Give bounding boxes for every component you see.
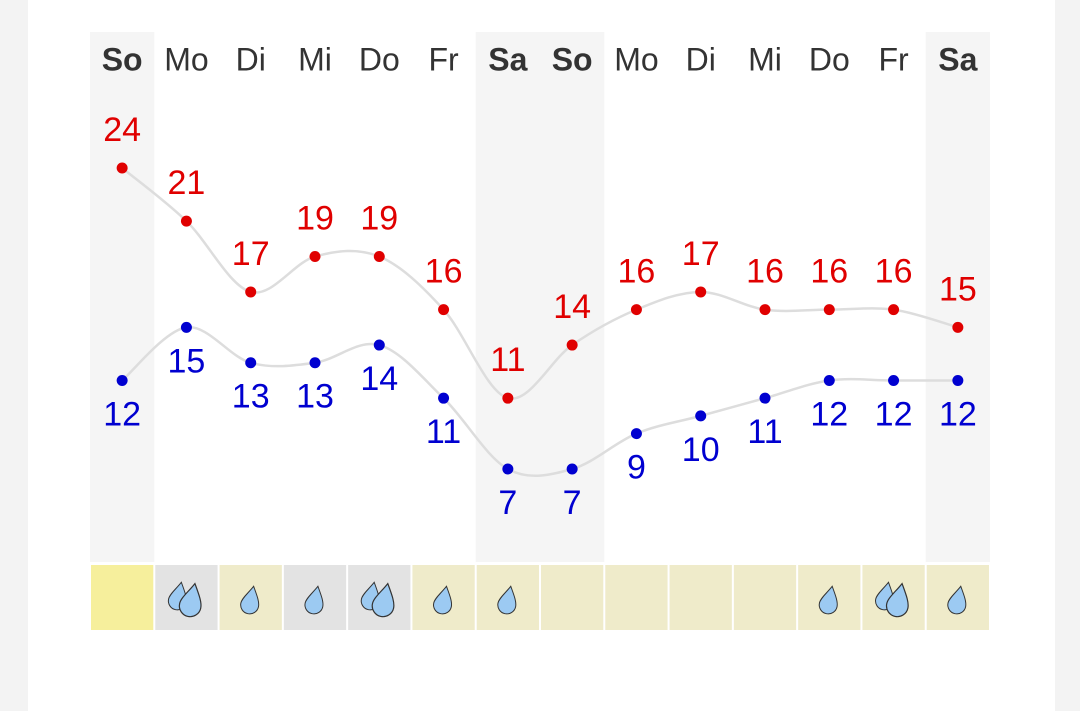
day-label: Sa [938, 41, 977, 77]
temperature-label: 17 [682, 235, 720, 273]
temperature-point [695, 286, 707, 298]
day-label: Di [236, 41, 266, 77]
rain-cell [541, 565, 604, 630]
temperature-point [759, 304, 771, 316]
temperature-label: 15 [168, 342, 206, 380]
temperature-point [952, 321, 964, 333]
temperature-point [245, 357, 257, 369]
day-label: Mi [748, 41, 782, 77]
temperature-point [502, 463, 514, 475]
temperature-point [695, 410, 707, 422]
temperature-label: 12 [939, 395, 977, 433]
temperature-label: 7 [498, 484, 517, 522]
temperature-label: 16 [425, 253, 463, 291]
day-label: Mi [298, 41, 332, 77]
temperature-point [180, 321, 192, 333]
temperature-point [438, 392, 450, 404]
temperature-point [116, 374, 128, 386]
temperature-label: 19 [296, 200, 334, 238]
temperature-point [952, 374, 964, 386]
rain-drop [947, 585, 967, 615]
temperature-label: 9 [627, 449, 646, 487]
temperature-label: 11 [490, 341, 525, 379]
temperature-point [888, 304, 900, 316]
day-label: Fr [428, 41, 459, 77]
temperature-label: 11 [747, 413, 782, 451]
temperature-point [759, 392, 771, 404]
day-label: So [102, 41, 143, 77]
temperature-point [630, 428, 642, 440]
temperature-point [823, 374, 835, 386]
rain-cell [733, 565, 797, 630]
temperature-label: 14 [360, 360, 398, 398]
temperature-label: 17 [232, 235, 270, 273]
rain-cell [605, 565, 668, 630]
temperature-label: 11 [426, 413, 461, 451]
temperature-label: 16 [875, 253, 913, 291]
rain-drop [304, 585, 324, 615]
temperature-point [309, 357, 321, 369]
day-label: So [552, 41, 593, 77]
temperature-point [566, 463, 578, 475]
temperature-point [180, 215, 192, 227]
temperature-label: 15 [939, 270, 977, 308]
weekend-column [925, 32, 990, 562]
rain-drop [818, 585, 838, 615]
rain-drop [497, 585, 517, 615]
rain-drop [178, 582, 202, 618]
temperature-point [245, 286, 257, 298]
temperature-label: 13 [232, 378, 270, 416]
temperature-label: 7 [563, 484, 582, 522]
weekend-column [475, 32, 540, 562]
temperature-label: 19 [360, 200, 398, 238]
temperature-label: 12 [103, 395, 141, 433]
temperature-point [438, 304, 450, 316]
day-label: Fr [878, 41, 909, 77]
day-label: Di [686, 41, 716, 77]
temperature-point [309, 251, 321, 263]
temperature-point [630, 304, 642, 316]
rain-cell [669, 565, 732, 630]
temperature-point [888, 374, 900, 386]
temperature-label: 13 [296, 378, 334, 416]
rain-cell [91, 565, 154, 630]
temperature-label: 10 [682, 431, 720, 469]
temperature-label: 12 [810, 395, 848, 433]
temperature-label: 16 [810, 253, 848, 291]
temperature-label: 12 [875, 395, 913, 433]
temperature-label: 21 [168, 164, 206, 202]
day-label: Do [359, 41, 400, 77]
temperature-point [373, 339, 385, 351]
weekend-column [90, 32, 155, 562]
rain-drop [885, 582, 909, 618]
rain-drop [371, 582, 395, 618]
temperature-label: 24 [103, 111, 141, 149]
day-label: Mo [614, 41, 658, 77]
temperature-label: 14 [553, 288, 591, 326]
day-label: Do [809, 41, 850, 77]
day-label: Sa [488, 41, 527, 77]
rain-drop [433, 585, 453, 615]
temperature-point [823, 304, 835, 316]
temperature-label: 16 [618, 253, 656, 291]
day-label: Mo [164, 41, 208, 77]
temperature-point [566, 339, 578, 351]
temperature-label: 16 [746, 253, 784, 291]
temperature-point [373, 251, 385, 263]
temperature-point [502, 392, 514, 404]
rain-drop [240, 585, 260, 615]
temperature-point [116, 162, 128, 174]
